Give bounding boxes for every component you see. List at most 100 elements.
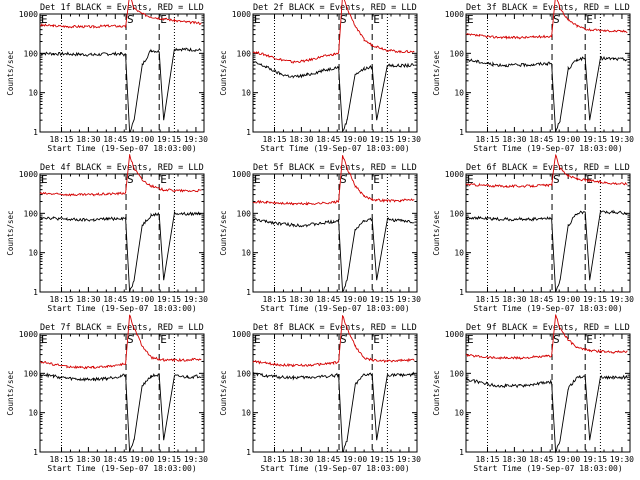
event-marker-label: E bbox=[373, 13, 380, 26]
event-marker-label: E bbox=[41, 13, 48, 26]
y-tick-label: 1 bbox=[246, 448, 251, 457]
y-tick-label: 1 bbox=[246, 128, 251, 137]
x-tick-label: 18:15 bbox=[475, 455, 499, 464]
plot-frame bbox=[39, 333, 205, 453]
y-tick-label: 1 bbox=[459, 128, 464, 137]
x-tick-label: 18:15 bbox=[262, 455, 286, 464]
plot-frame bbox=[252, 173, 418, 293]
x-axis-label: Start Time (19-Sep-07 18:03:00) bbox=[47, 304, 196, 313]
event-marker-label: E bbox=[41, 173, 48, 186]
event-marker-label: S bbox=[553, 333, 560, 346]
x-tick-label: 18:15 bbox=[49, 455, 73, 464]
event-marker-label: S bbox=[553, 13, 560, 26]
plot-frame bbox=[252, 13, 418, 133]
y-tick-label: 100 bbox=[24, 209, 39, 218]
x-tick-label: 19:15 bbox=[583, 295, 607, 304]
plot-frame bbox=[465, 173, 631, 293]
event-rate-line bbox=[252, 371, 415, 453]
x-tick-label: 18:15 bbox=[475, 135, 499, 144]
x-axis-label: Start Time (19-Sep-07 18:03:00) bbox=[473, 304, 622, 313]
event-marker-label: S bbox=[127, 173, 134, 186]
y-axis-label: Counts/sec bbox=[432, 370, 441, 415]
y-axis-label: Counts/sec bbox=[432, 210, 441, 255]
y-axis-label: Counts/sec bbox=[6, 210, 15, 255]
plot-frame bbox=[465, 13, 631, 133]
x-tick-label: 18:30 bbox=[76, 135, 100, 144]
event-rate-line bbox=[39, 47, 202, 134]
y-axis-label: Counts/sec bbox=[219, 210, 228, 255]
panel-title: Det 6f BLACK = Events, RED = LLD bbox=[466, 163, 630, 173]
lld-rate-line bbox=[465, 314, 628, 360]
y-tick-label: 1000 bbox=[445, 330, 464, 339]
event-marker-label: E bbox=[373, 173, 380, 186]
y-tick-label: 100 bbox=[24, 369, 39, 378]
y-tick-label: 1000 bbox=[19, 10, 38, 19]
event-marker-label: E bbox=[586, 333, 593, 346]
x-tick-label: 19:00 bbox=[556, 135, 580, 144]
y-tick-label: 10 bbox=[454, 249, 464, 258]
panel-title: Det 7f BLACK = Events, RED = LLD bbox=[40, 323, 204, 333]
x-tick-label: 18:15 bbox=[262, 135, 286, 144]
lld-rate-line bbox=[465, 0, 628, 40]
x-axis-label: Start Time (19-Sep-07 18:03:00) bbox=[473, 464, 622, 473]
x-tick-label: 18:30 bbox=[502, 455, 526, 464]
panel-title: Det 5f BLACK = Events, RED = LLD bbox=[253, 163, 417, 173]
x-tick-label: 18:45 bbox=[316, 295, 340, 304]
event-marker-label: S bbox=[127, 333, 134, 346]
x-tick-label: 19:15 bbox=[370, 295, 394, 304]
x-tick-label: 19:15 bbox=[370, 455, 394, 464]
event-marker-label: E bbox=[467, 13, 474, 26]
y-tick-label: 1000 bbox=[232, 10, 251, 19]
panel-title: Det 4f BLACK = Events, RED = LLD bbox=[40, 163, 204, 173]
y-tick-label: 1000 bbox=[445, 10, 464, 19]
x-tick-label: 18:15 bbox=[262, 295, 286, 304]
event-marker-label: E bbox=[254, 173, 261, 186]
x-tick-label: 19:30 bbox=[397, 455, 421, 464]
y-tick-label: 10 bbox=[28, 89, 38, 98]
y-tick-label: 1 bbox=[246, 288, 251, 297]
x-tick-label: 18:15 bbox=[49, 135, 73, 144]
event-rate-line bbox=[465, 374, 628, 454]
plot-frame bbox=[252, 333, 418, 453]
y-axis-label: Counts/sec bbox=[219, 50, 228, 95]
lld-rate-line bbox=[39, 154, 202, 197]
x-tick-label: 19:30 bbox=[610, 455, 634, 464]
y-tick-label: 1 bbox=[33, 448, 38, 457]
event-marker-label: S bbox=[340, 173, 347, 186]
event-rate-line bbox=[465, 56, 628, 133]
x-tick-label: 19:15 bbox=[370, 135, 394, 144]
y-tick-label: 10 bbox=[241, 409, 251, 418]
event-rate-line bbox=[39, 372, 202, 453]
event-rate-line bbox=[252, 217, 415, 293]
x-axis-label: Start Time (19-Sep-07 18:03:00) bbox=[260, 464, 409, 473]
x-tick-label: 19:15 bbox=[157, 455, 181, 464]
y-tick-label: 100 bbox=[237, 49, 252, 58]
x-tick-label: 19:15 bbox=[583, 135, 607, 144]
x-tick-label: 19:15 bbox=[157, 295, 181, 304]
x-tick-label: 18:45 bbox=[316, 455, 340, 464]
x-tick-label: 19:15 bbox=[583, 455, 607, 464]
x-tick-label: 19:00 bbox=[343, 455, 367, 464]
event-marker-label: S bbox=[553, 173, 560, 186]
y-tick-label: 1000 bbox=[445, 170, 464, 179]
detector-panel-6: Det 6f BLACK = Events, RED = LLD 1 10 100 10… bbox=[432, 154, 634, 313]
detector-panel-8: Det 8f BLACK = Events, RED = LLD 1 10 100 10… bbox=[219, 315, 421, 473]
y-tick-label: 10 bbox=[454, 409, 464, 418]
event-marker-label: E bbox=[254, 13, 261, 26]
lld-rate-line bbox=[465, 154, 628, 189]
y-axis-label: Counts/sec bbox=[219, 370, 228, 415]
y-tick-label: 1000 bbox=[19, 170, 38, 179]
x-tick-label: 18:30 bbox=[502, 135, 526, 144]
x-tick-label: 19:30 bbox=[610, 135, 634, 144]
y-tick-label: 10 bbox=[454, 89, 464, 98]
panel-title: Det 2f BLACK = Events, RED = LLD bbox=[253, 3, 417, 13]
x-axis-label: Start Time (19-Sep-07 18:03:00) bbox=[260, 144, 409, 153]
plot-frame bbox=[39, 173, 205, 293]
x-tick-label: 18:45 bbox=[529, 135, 553, 144]
y-tick-label: 1000 bbox=[19, 330, 38, 339]
event-marker-label: S bbox=[340, 13, 347, 26]
y-axis-label: Counts/sec bbox=[6, 370, 15, 415]
y-tick-label: 10 bbox=[241, 249, 251, 258]
x-axis-label: Start Time (19-Sep-07 18:03:00) bbox=[473, 144, 622, 153]
